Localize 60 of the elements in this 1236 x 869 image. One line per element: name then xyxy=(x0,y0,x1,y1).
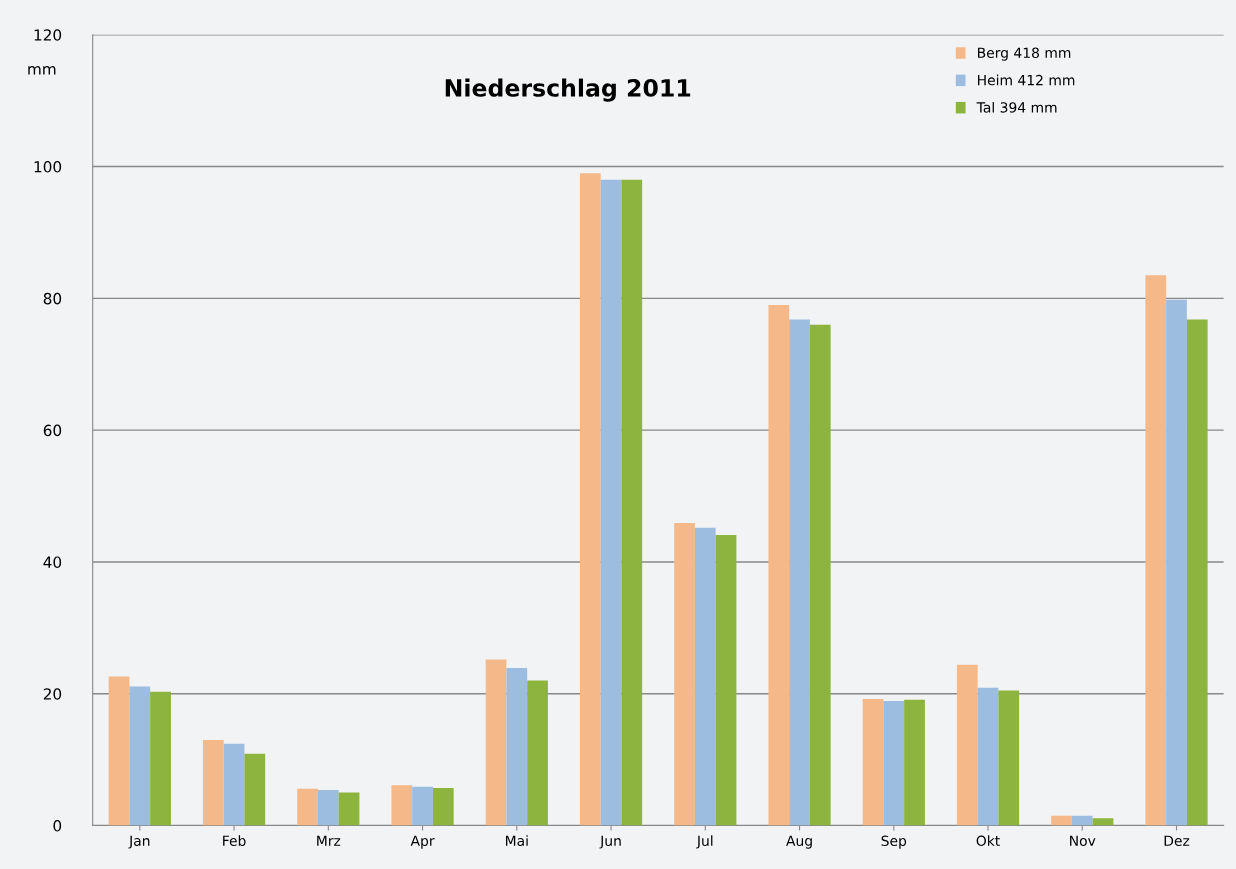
bar xyxy=(768,304,790,826)
bar xyxy=(150,691,171,826)
bar xyxy=(1145,275,1167,826)
bar xyxy=(129,686,151,826)
bar xyxy=(202,739,224,826)
bar xyxy=(485,659,507,826)
x-tick-label: Jan xyxy=(128,835,150,849)
bar xyxy=(621,179,643,826)
legend-label: Berg 418 mm xyxy=(978,47,1071,61)
y-axis-title: mm xyxy=(28,66,56,75)
bar xyxy=(883,701,905,826)
bar xyxy=(506,668,528,826)
bar xyxy=(1092,818,1114,826)
y-tick-label: 120 xyxy=(34,29,62,41)
x-tick-label: Jul xyxy=(696,835,713,849)
text: Niederschlag 2011 xyxy=(445,78,691,102)
bar xyxy=(674,523,695,826)
bar xyxy=(809,324,831,826)
x-tick-label: Aug xyxy=(786,835,812,849)
x-tick-label: Sep xyxy=(881,835,907,849)
y-tick-label: 80 xyxy=(43,292,62,305)
x-tick-label: Apr xyxy=(410,835,435,849)
y-tick-label: 60 xyxy=(43,424,62,437)
x-tick-label: Feb xyxy=(223,835,246,847)
x-tick-label: Okt xyxy=(976,835,1000,847)
legend-label: Tal 394 mm xyxy=(976,101,1057,113)
x-tick-label: Mai xyxy=(505,835,528,847)
bar xyxy=(579,173,601,826)
bar xyxy=(527,680,548,826)
y-tick-label: 20 xyxy=(43,688,62,700)
x-tick-label: Jun xyxy=(599,835,621,849)
bar xyxy=(244,753,266,826)
bar xyxy=(223,743,245,826)
bar xyxy=(1166,299,1187,826)
x-tick-label: Nov xyxy=(1070,835,1096,847)
bar xyxy=(600,179,622,826)
bar xyxy=(862,699,884,826)
bar xyxy=(1071,815,1093,826)
bar xyxy=(977,687,999,826)
bar xyxy=(338,792,360,826)
bar xyxy=(1051,815,1072,826)
bar xyxy=(694,527,716,826)
bar xyxy=(432,787,454,826)
bar xyxy=(297,788,318,826)
legend-label: Heim 412 mm xyxy=(978,74,1075,86)
bar xyxy=(412,786,433,826)
bar xyxy=(715,534,737,826)
bar xyxy=(998,690,1020,826)
bar xyxy=(391,785,413,826)
bar xyxy=(904,699,925,826)
x-tick-label: Dez xyxy=(1164,835,1190,847)
bar xyxy=(956,664,978,826)
bar xyxy=(1186,319,1208,826)
y-tick-label: 100 xyxy=(34,161,62,173)
bar xyxy=(108,676,130,826)
bar xyxy=(317,789,339,826)
y-tick-label: 40 xyxy=(43,556,62,568)
bar xyxy=(789,319,810,826)
x-tick-label: Mrz xyxy=(317,835,341,846)
y-tick-label: 0 xyxy=(53,820,62,832)
